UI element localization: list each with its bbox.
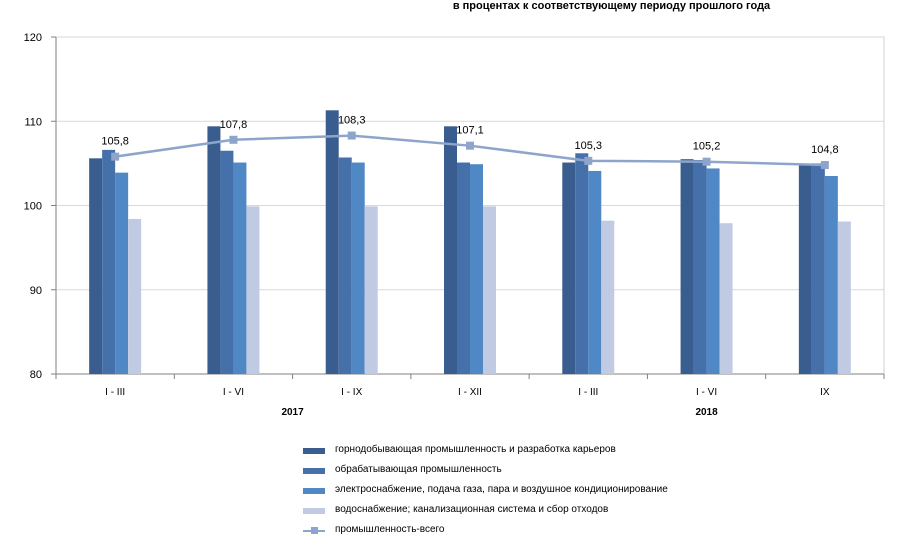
legend-label-manufacturing: обрабатывающая промышленность: [335, 464, 502, 475]
data-label: 104,8: [811, 144, 839, 156]
line-point: [702, 157, 711, 166]
bar: [220, 150, 234, 374]
line-point: [584, 156, 593, 165]
bar: [470, 164, 483, 374]
bar: [351, 162, 365, 374]
legend-marker-industry-total: [311, 527, 318, 534]
bar: [364, 206, 378, 374]
bar: [207, 126, 221, 375]
legend-label-water: водоснабжение; канализационная система и…: [335, 504, 609, 515]
bar: [575, 153, 589, 374]
data-label: 108,3: [338, 115, 366, 127]
bar: [680, 159, 694, 374]
x-tick-label: I - III: [578, 387, 598, 398]
bar: [233, 162, 247, 374]
bar: [601, 220, 615, 374]
x-tick-label: I - III: [105, 387, 125, 398]
bar: [246, 206, 260, 374]
year-label: 2018: [695, 407, 718, 418]
legend-swatch-electricity: [303, 488, 325, 494]
x-tick-label: I - XII: [458, 387, 482, 398]
data-label: 105,2: [693, 141, 721, 153]
bar: [562, 162, 576, 374]
legend-swatch-manufacturing: [303, 468, 325, 474]
y-tick-label: 120: [24, 32, 42, 44]
line-point: [466, 141, 474, 150]
bar: [693, 160, 707, 374]
data-label: 107,8: [220, 119, 248, 131]
bar: [824, 176, 838, 374]
x-tick-label: I - IX: [341, 387, 362, 398]
bar: [483, 206, 496, 374]
bar: [102, 149, 116, 374]
x-tick-label: I - VI: [223, 387, 244, 398]
y-tick-label: 90: [30, 285, 42, 297]
legend-swatch-water: [303, 508, 325, 514]
bar: [719, 223, 733, 374]
data-label: 107,1: [456, 125, 484, 137]
x-tick-label: I - VI: [696, 387, 717, 398]
data-label: 105,3: [575, 140, 603, 152]
bar: [837, 221, 851, 374]
chart-subtitle: в процентах к соответствующему периоду п…: [452, 0, 771, 12]
legend-swatch-mining: [303, 448, 325, 454]
bar: [706, 168, 720, 374]
line-point: [111, 152, 120, 161]
bar: [338, 157, 352, 374]
bar: [444, 126, 457, 375]
y-tick-label: 80: [30, 369, 42, 381]
bar: [89, 158, 103, 374]
bar: [325, 110, 339, 375]
line-point: [229, 135, 238, 144]
bar: [798, 164, 812, 374]
bar: [811, 163, 825, 374]
data-label: 105,8: [101, 136, 129, 148]
legend-label-electricity: электроснабжение, подача газа, пара и во…: [335, 484, 668, 495]
line-point: [820, 161, 829, 170]
legend-label-mining: горнодобывающая промышленность и разрабо…: [335, 444, 616, 455]
x-tick-label: IX: [820, 387, 830, 398]
y-tick-label: 110: [24, 116, 42, 128]
bar: [128, 218, 142, 374]
bar: [588, 170, 602, 374]
bar: [115, 172, 129, 374]
y-tick-label: 100: [24, 201, 42, 213]
legend-label-industry-total: промышленность-всего: [335, 524, 445, 535]
line-point: [347, 131, 356, 140]
bar: [457, 162, 470, 374]
year-label: 2017: [281, 407, 304, 418]
